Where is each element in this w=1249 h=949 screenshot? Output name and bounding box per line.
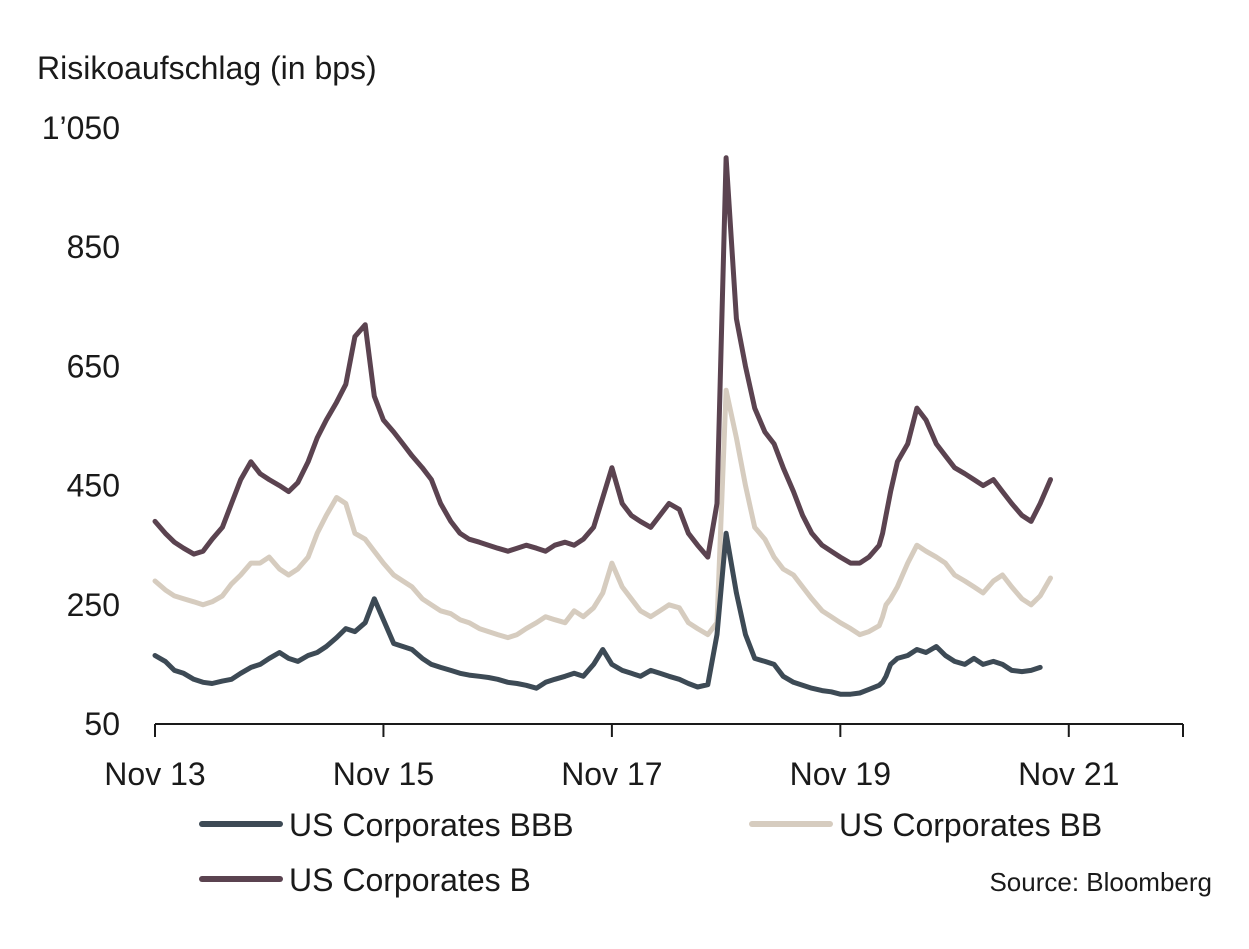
legend-label-b: US Corporates B <box>289 862 531 898</box>
legend-label-bbb: US Corporates BBB <box>289 807 574 843</box>
x-tick-label: Nov 19 <box>790 756 891 792</box>
series-line-b <box>152 155 1053 566</box>
y-tick-label: 850 <box>67 229 120 265</box>
x-tick-label: Nov 13 <box>104 756 205 792</box>
y-tick-label: 1’050 <box>42 110 120 146</box>
y-tick-label: 450 <box>67 468 120 504</box>
legend-label-bb: US Corporates BB <box>839 807 1102 843</box>
x-tick-label: Nov 17 <box>561 756 662 792</box>
y-tick-label: 50 <box>84 706 120 742</box>
legend-item-bbb: US Corporates BBB <box>199 807 574 843</box>
series-layer <box>152 155 1053 697</box>
legend: US Corporates BBB US Corporates BB US Co… <box>199 807 1102 898</box>
y-axis-label: Risikoaufschlag (in bps) <box>37 50 377 86</box>
x-tick-label: Nov 21 <box>1018 756 1119 792</box>
source-note: Source: Bloomberg <box>989 867 1212 897</box>
y-tick-labels: 50 250 450 650 850 1’050 <box>42 110 120 742</box>
y-tick-label: 650 <box>67 348 120 384</box>
legend-item-bb: US Corporates BB <box>749 807 1102 843</box>
legend-item-b: US Corporates B <box>199 862 531 898</box>
series-line-bbb <box>152 530 1043 697</box>
series-line-bb <box>152 387 1053 641</box>
x-ticks: Nov 13 Nov 15 Nov 17 Nov 19 Nov 21 <box>104 724 1184 792</box>
y-tick-label: 250 <box>67 587 120 623</box>
x-tick-label: Nov 15 <box>333 756 434 792</box>
